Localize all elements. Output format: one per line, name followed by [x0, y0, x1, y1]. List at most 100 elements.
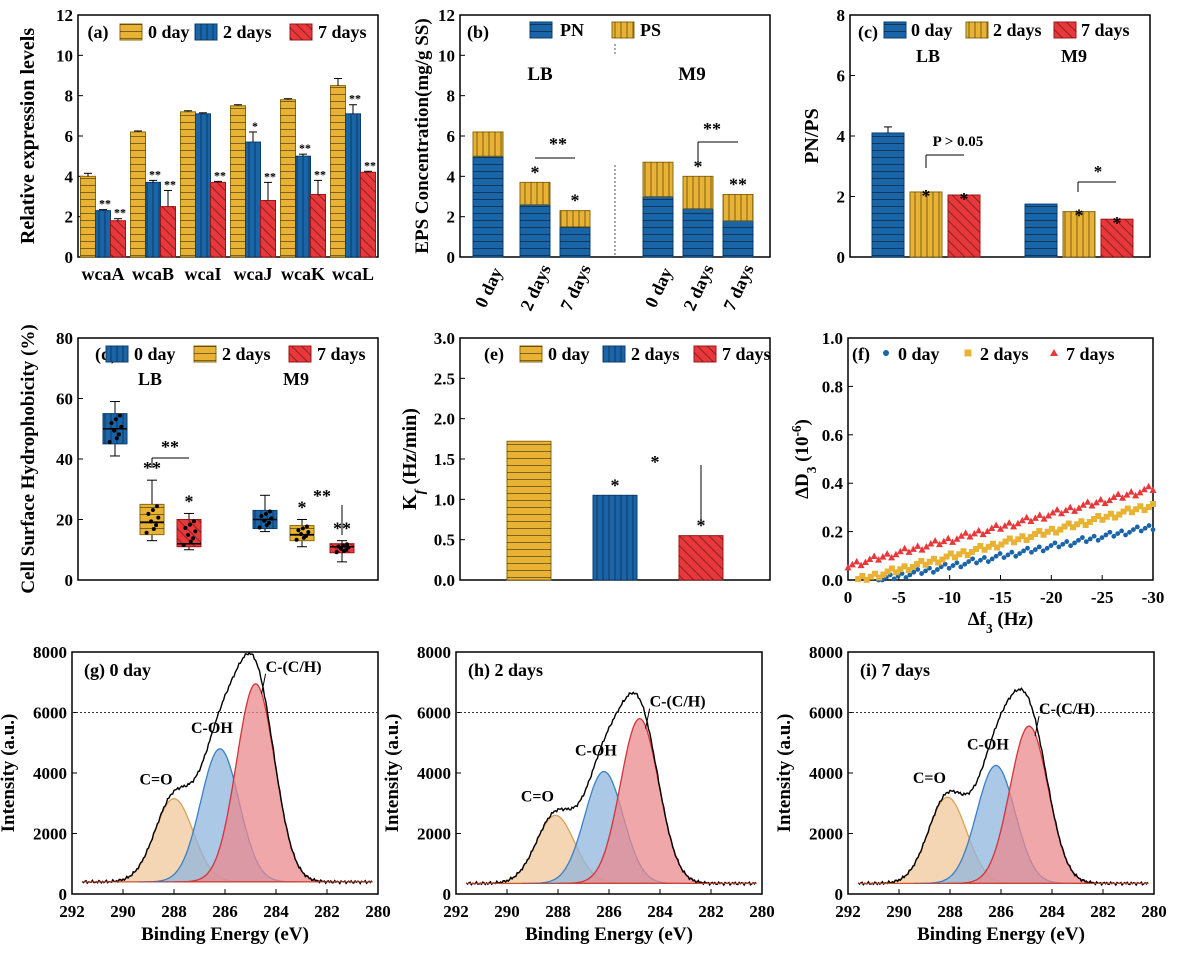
panel-f-data-point [1141, 507, 1148, 514]
panel-c-bar-pattern [948, 194, 980, 257]
panel-a-x-tick-label: wcaI [185, 264, 222, 284]
panel-h-xtick-label: 280 [749, 902, 775, 921]
panel-f-data-point [870, 552, 878, 559]
panel-f-data-point [897, 566, 904, 573]
panel-f-data-point [909, 564, 916, 571]
panel-f-legend-marker [964, 349, 972, 357]
panel-i-x-axis-label: Binding Energy (eV) [917, 924, 1085, 945]
panel-a-bar-pattern [80, 176, 96, 257]
panel-f-data-point [918, 558, 925, 565]
panel-f-data-point [927, 539, 935, 547]
panel-d-data-point [300, 526, 305, 531]
panel-c-ytick-label: 2 [837, 188, 846, 207]
panel-i-ytick-label: 2000 [809, 825, 843, 844]
panel-b-x-tick-label: 2 days [679, 261, 718, 313]
panel-g-xtick-label: 292 [59, 902, 85, 921]
panel-f-data-point [1095, 537, 1101, 543]
panel-f-data-point [1083, 539, 1089, 545]
panel-f-data-point [1115, 531, 1121, 537]
panel-h-ytick-label: 2000 [417, 825, 451, 844]
panel-f-data-point [884, 568, 891, 575]
panel-f-data-point [1145, 504, 1152, 511]
panel-f-data-point [1001, 555, 1007, 560]
panel-f-data-point [891, 576, 897, 582]
panel-h-xtick-label: 286 [596, 902, 622, 921]
panel-d-ytick-label: 80 [56, 329, 73, 348]
panel-f-data-point [861, 558, 869, 566]
panel-b-bar-pn-pattern [560, 226, 590, 257]
panel-f-data-point [1023, 537, 1030, 544]
panel-f-xtick-label: -25 [1091, 588, 1114, 607]
panel-f-data-point [909, 545, 917, 552]
panel-f-legend-label: 2 days [980, 344, 1029, 364]
panel-c-ytick-label: 4 [837, 127, 846, 146]
panel-f-data-point [1019, 533, 1026, 540]
panel-h-peak-label: C=O [521, 788, 554, 805]
panel-f-ytick-label: 0.0 [822, 571, 843, 590]
panel-d-data-point [117, 413, 122, 418]
panel-i-peak-leader [1034, 716, 1040, 737]
panel-d-ytick-label: 40 [56, 450, 73, 469]
panel-d-data-point [294, 537, 299, 542]
panel-f-y-axis-label-part: -6 [789, 425, 804, 436]
panel-f-data-point [1137, 503, 1144, 510]
panel-d-data-point [336, 544, 341, 549]
panel-f-ytick-label: 1.0 [822, 329, 843, 348]
panel-d-data-point [113, 417, 118, 422]
panel-g-xtick-label: 282 [314, 902, 340, 921]
panel-f-data-point [1032, 547, 1038, 552]
panel-f-data-point [1097, 495, 1105, 503]
panel-e-legend-swatch-pattern [603, 346, 625, 362]
panel-f-data-point [1032, 531, 1039, 538]
panel-a-x-tick-label: wcaJ [234, 264, 273, 284]
panel-d-data-point [146, 511, 151, 516]
panel-i-xtick-label: 282 [1090, 902, 1116, 921]
panel-h-xtick-label: 292 [443, 902, 469, 921]
panel-f-data-point [1138, 528, 1144, 534]
panel-b-ytick-label: 8 [447, 87, 456, 106]
panel-f-data-point [1082, 522, 1089, 529]
panel-b-legend-label: PN [560, 20, 584, 40]
panel-f-xtick-label: -10 [938, 588, 961, 607]
panel-f-data-point [1036, 528, 1043, 535]
panel-c-legend-label: 7 days [1081, 20, 1130, 40]
panel-d-ytick-label: 0 [65, 571, 74, 590]
panel-d-data-point [107, 439, 112, 444]
panel-f-data-point [1150, 501, 1156, 508]
panel-f-data-point [960, 548, 967, 555]
panel-d-group-label: M9 [283, 369, 309, 389]
panel-f-data-point [988, 524, 996, 532]
panel-f-data-point [907, 572, 913, 578]
panel-f-data-point [954, 560, 960, 566]
panel-b-significance: ** [729, 174, 747, 194]
panel-f-data-point [883, 550, 891, 557]
panel-i-peak-label: C-(C/H) [1039, 701, 1095, 718]
panel-f-data-point [857, 561, 865, 569]
panel-f-data-point [1095, 513, 1102, 520]
panel-d-data-point [191, 536, 196, 541]
panel-i-xtick-label: 292 [835, 902, 861, 921]
panel-b-ytick-label: 4 [447, 167, 456, 186]
panel-f-data-point [1011, 539, 1018, 546]
panel-f-data-point [1072, 540, 1077, 546]
panel-d-data-point [151, 526, 156, 531]
panel-f-data-point [1114, 490, 1122, 497]
panel-e-significance: * [611, 475, 620, 495]
panel-d-bracket-label: ** [161, 437, 179, 457]
panel-b-group-label: M9 [678, 64, 705, 85]
panel-i-xtick-label: 290 [886, 902, 912, 921]
panel-a-bar-pattern [295, 156, 311, 257]
panel-f-data-point [1079, 501, 1087, 508]
panel-b-bar-pn-pattern [473, 156, 503, 257]
panel-a-significance: ** [349, 92, 361, 106]
panel-a-bar-pattern [160, 206, 176, 257]
panel-a-bar-pattern [360, 172, 376, 257]
panel-b-bar-ps-pattern [520, 182, 550, 205]
panel-d-data-point [191, 519, 196, 524]
panel-f-data-point [989, 540, 996, 547]
panel-g-xtick-label: 286 [212, 902, 238, 921]
panel-d-data-point [117, 432, 122, 437]
panel-g-xtick-label: 284 [263, 902, 289, 921]
panel-g-label: (g) 0 day [84, 660, 151, 681]
